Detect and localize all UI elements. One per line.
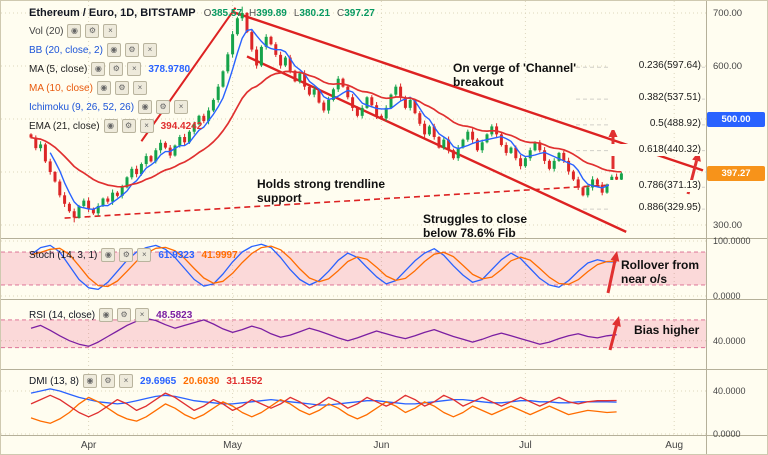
time-axis-month: Apr bbox=[80, 440, 97, 451]
eye-button[interactable]: ◉ bbox=[96, 81, 111, 95]
price-badge: 397.27 bbox=[707, 165, 765, 181]
price-axis-label: 300.00 bbox=[713, 219, 743, 231]
pane-indicator-value: 29.6965 bbox=[140, 375, 177, 387]
annotation-rsi-bias: Bias higher bbox=[634, 323, 700, 337]
ohlc-pair: H399.89 bbox=[249, 7, 287, 19]
ohlc-pair: L380.21 bbox=[294, 7, 330, 19]
annotation-stoch-rollover: Rollover from near o/s bbox=[621, 258, 700, 287]
fib-level-label: 0.886(329.95) bbox=[609, 202, 701, 215]
close-button[interactable]: × bbox=[132, 81, 147, 95]
eye-button[interactable]: ◉ bbox=[106, 43, 121, 57]
eye-button[interactable]: ◉ bbox=[101, 248, 116, 262]
dmi-axis-label: 0.0000 bbox=[713, 429, 741, 439]
legend-row: Ichimoku (9, 26, 52, 26) ◉ ⚙ × bbox=[29, 100, 202, 114]
ohlc-pair: O385.57 bbox=[204, 7, 242, 19]
pane-indicator-value: 41.9997 bbox=[201, 249, 238, 261]
pane-indicator-label: Stoch (14, 3, 1) bbox=[29, 249, 98, 261]
stoch-pane-header: Stoch (14, 3, 1) ◉ ⚙ × 61.9323 41.9997 bbox=[29, 248, 238, 262]
price-axis-label: 700.00 bbox=[713, 7, 743, 19]
indicator-label: MA (10, close) bbox=[29, 82, 93, 94]
rsi-axis-label: 40.0000 bbox=[713, 335, 746, 346]
legend-row: BB (20, close, 2) ◉ ⚙ × bbox=[29, 43, 202, 57]
indicator-value: 394.4242 bbox=[160, 120, 203, 132]
close-button[interactable]: × bbox=[137, 248, 152, 262]
time-axis-month: Aug bbox=[665, 440, 684, 451]
legend-row: Vol (20) ◉ ⚙ × bbox=[29, 24, 202, 38]
fib-level-label: 0.618(440.32) bbox=[609, 143, 701, 156]
annotation-trendline-support: Holds strong trendline support bbox=[257, 177, 386, 206]
gear-button[interactable]: ⚙ bbox=[124, 43, 139, 57]
ohlc-value: 397.27 bbox=[344, 8, 375, 19]
legend-row: EMA (21, close) ◉ ⚙ × 394.4242 bbox=[29, 119, 203, 133]
stoch-axis-label: 100.0000 bbox=[713, 236, 751, 246]
stoch-axis-label: 0.0000 bbox=[713, 291, 741, 301]
indicator-value: 378.9780 bbox=[148, 63, 191, 75]
ohlc-key: O bbox=[203, 8, 212, 19]
dmi-pane-header: DMI (13, 8) ◉ ⚙ × 29.6965 20.6030 31.1552 bbox=[29, 374, 262, 388]
legend-row: MA (5, close) ◉ ⚙ × 378.9780 bbox=[29, 62, 202, 76]
annotation-channel-breakout: On verge of 'Channel' breakout bbox=[453, 61, 577, 90]
ohlc-pair: C397.27 bbox=[337, 7, 375, 19]
gear-button[interactable]: ⚙ bbox=[119, 248, 134, 262]
ohlc-values: O385.57 H399.89 L380.21 C397.27 bbox=[204, 7, 375, 19]
close-button[interactable]: × bbox=[135, 308, 150, 322]
ohlc-value: 385.57 bbox=[211, 8, 243, 19]
pane-indicator-label: RSI (14, close) bbox=[29, 309, 96, 321]
eye-button[interactable]: ◉ bbox=[103, 119, 118, 133]
close-button[interactable]: × bbox=[103, 24, 118, 38]
fib-level-label: 0.382(537.51) bbox=[609, 92, 701, 105]
indicator-label: MA (5, close) bbox=[29, 63, 88, 75]
indicator-legend: Vol (20) ◉ ⚙ × BB (20, close, 2) ◉ ⚙ × MA (5, cl… bbox=[29, 24, 203, 139]
eye-button[interactable]: ◉ bbox=[91, 62, 106, 76]
gear-button[interactable]: ⚙ bbox=[117, 308, 132, 322]
rsi-pane-header: RSI (14, close) ◉ ⚙ × 48.5823 bbox=[29, 308, 192, 322]
price-badge: 500.00 bbox=[707, 111, 765, 127]
ohlc-value: 380.21 bbox=[299, 8, 331, 19]
time-axis-month: May bbox=[223, 440, 243, 451]
indicator-label: Vol (20) bbox=[29, 25, 64, 37]
gear-button[interactable]: ⚙ bbox=[109, 62, 124, 76]
price-axis[interactable]: 700.00 600.00 300.00 500.00 397.27 bbox=[706, 1, 767, 435]
ohlc-value: 399.89 bbox=[256, 8, 287, 19]
pane-indicator-value: 31.1552 bbox=[226, 375, 263, 387]
fib-level-label: 0.786(371.13) bbox=[609, 180, 701, 193]
ohlc-key: L bbox=[293, 8, 300, 19]
time-axis-month: Jun bbox=[373, 440, 390, 451]
indicator-label: EMA (21, close) bbox=[29, 120, 100, 132]
symbol-title: Ethereum / Euro, 1D, BITSTAMP bbox=[29, 7, 196, 19]
gear-button[interactable]: ⚙ bbox=[114, 81, 129, 95]
ohlc-key: H bbox=[249, 8, 257, 19]
pane-indicator-value: 61.9323 bbox=[158, 249, 195, 261]
close-button[interactable]: × bbox=[174, 100, 189, 114]
gear-button[interactable]: ⚙ bbox=[85, 24, 100, 38]
indicator-label: BB (20, close, 2) bbox=[29, 44, 103, 56]
close-button[interactable]: × bbox=[119, 374, 134, 388]
price-axis-label: 600.00 bbox=[713, 60, 743, 72]
time-axis-month: Jul bbox=[518, 440, 532, 451]
eye-button[interactable]: ◉ bbox=[99, 308, 114, 322]
close-button[interactable]: × bbox=[142, 43, 157, 57]
legend-row: MA (10, close) ◉ ⚙ × bbox=[29, 81, 202, 95]
fib-level-label: 0.5(488.92) bbox=[609, 117, 701, 130]
dmi-axis-label: 40.0000 bbox=[713, 386, 746, 396]
ohlc-key: C bbox=[337, 8, 345, 19]
gear-button[interactable]: ⚙ bbox=[156, 100, 171, 114]
gear-button[interactable]: ⚙ bbox=[101, 374, 116, 388]
eye-button[interactable]: ◉ bbox=[83, 374, 98, 388]
pane-indicator-value: 20.6030 bbox=[183, 375, 220, 387]
fib-level-label: 0.236(597.64) bbox=[609, 60, 701, 73]
gear-button[interactable]: ⚙ bbox=[121, 119, 136, 133]
time-axis[interactable]: Apr May Jun Jul Aug bbox=[1, 435, 767, 454]
pane-indicator-label: DMI (13, 8) bbox=[29, 375, 80, 387]
close-button[interactable]: × bbox=[139, 119, 154, 133]
eye-button[interactable]: ◉ bbox=[67, 24, 82, 38]
annotation-fib-struggle: Struggles to close below 78.6% Fib bbox=[423, 212, 528, 241]
pane-indicator-value: 48.5823 bbox=[156, 309, 193, 321]
eye-button[interactable]: ◉ bbox=[138, 100, 153, 114]
close-button[interactable]: × bbox=[127, 62, 142, 76]
indicator-label: Ichimoku (9, 26, 52, 26) bbox=[29, 101, 135, 113]
chart-header: Ethereum / Euro, 1D, BITSTAMP O385.57 H39… bbox=[29, 7, 375, 19]
